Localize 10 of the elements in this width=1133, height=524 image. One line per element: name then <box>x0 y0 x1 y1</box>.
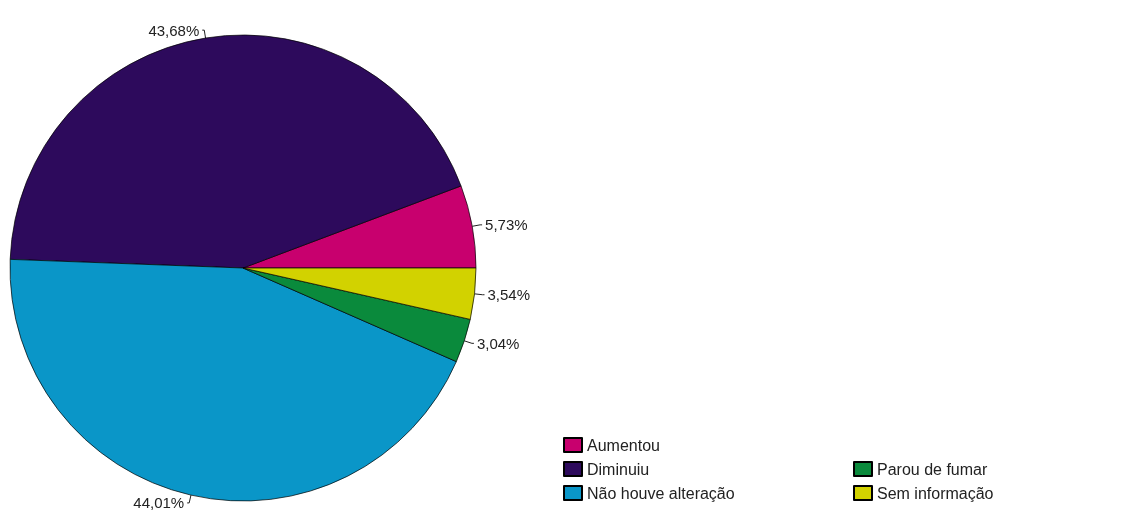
data-label: 3,54% <box>487 286 531 304</box>
data-label: 5,73% <box>485 216 528 234</box>
data-label: 3,04% <box>476 334 520 352</box>
data-label: 43,68% <box>148 21 200 39</box>
data-label: 44,01% <box>133 494 185 512</box>
legend-label: Aumentou <box>587 436 660 454</box>
legend-label: Não houve alteração <box>587 484 735 502</box>
legend-label: Parou de fumar <box>877 460 988 478</box>
legend-label: Diminuiu <box>587 460 650 478</box>
legend-label: Sem informação <box>877 484 994 502</box>
